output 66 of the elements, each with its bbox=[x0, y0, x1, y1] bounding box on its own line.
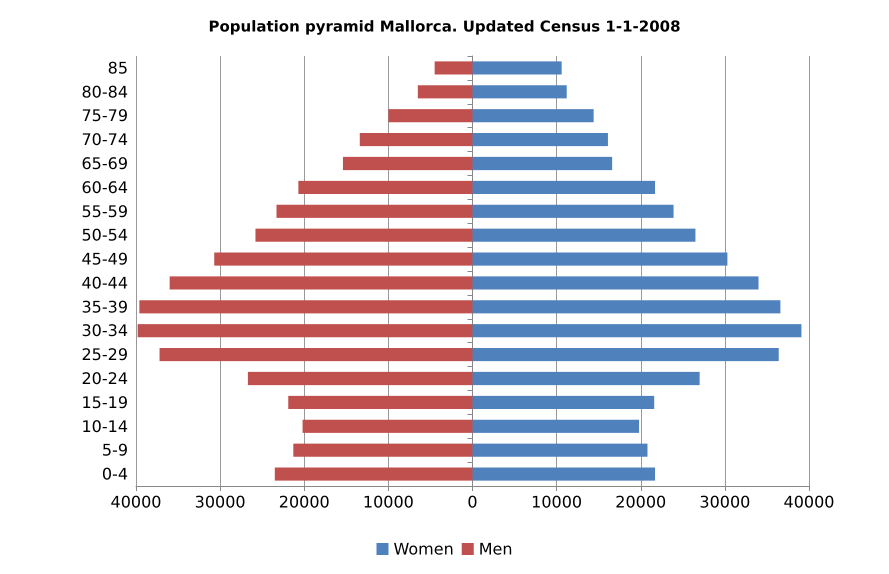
legend-label: Men bbox=[478, 540, 513, 558]
x-tick-label: 20000 bbox=[278, 492, 330, 512]
chart-title: Population pyramid Mallorca. Updated Census 1-1-2008 bbox=[208, 18, 681, 36]
y-tick-label: 45-49 bbox=[82, 250, 128, 269]
y-tick-label: 15-19 bbox=[82, 392, 128, 412]
bar bbox=[342, 156, 472, 170]
bar bbox=[170, 276, 472, 290]
bar bbox=[276, 204, 472, 218]
bar bbox=[472, 324, 802, 338]
y-tick-label: 60-64 bbox=[82, 178, 128, 197]
x-tick-label: 10000 bbox=[531, 492, 582, 512]
bar bbox=[274, 467, 472, 481]
bar bbox=[472, 348, 779, 362]
bar bbox=[214, 252, 472, 266]
bar bbox=[288, 396, 472, 409]
x-tick-label: 30000 bbox=[699, 492, 750, 512]
x-tick-label: 40000 bbox=[110, 492, 162, 512]
bar bbox=[298, 180, 472, 194]
y-tick-label: 30-34 bbox=[82, 321, 128, 340]
bar bbox=[472, 180, 656, 194]
bar bbox=[472, 276, 759, 290]
bar bbox=[139, 300, 472, 314]
bar bbox=[472, 420, 640, 433]
y-tick-label: 75-79 bbox=[82, 106, 128, 126]
y-tick-label: 55-59 bbox=[82, 202, 128, 221]
bar bbox=[302, 420, 472, 433]
bar bbox=[248, 372, 472, 386]
bar bbox=[434, 61, 472, 75]
bar bbox=[388, 109, 472, 122]
y-tick-label: 70-74 bbox=[82, 130, 128, 150]
bar bbox=[160, 348, 472, 362]
x-tick-label: 40000 bbox=[784, 492, 834, 512]
bar bbox=[472, 204, 674, 218]
bar bbox=[472, 372, 700, 386]
bar bbox=[472, 109, 594, 122]
x-tick-label: 20000 bbox=[615, 492, 666, 512]
bar bbox=[472, 300, 780, 314]
y-tick-label: 80-84 bbox=[82, 82, 128, 102]
bar bbox=[472, 156, 612, 170]
y-tick-label: 35-39 bbox=[82, 297, 128, 316]
y-tick-label: 20-24 bbox=[82, 369, 128, 388]
x-tick-label: 30000 bbox=[194, 492, 246, 512]
y-tick-label: 5-9 bbox=[102, 440, 128, 460]
legend-label: Women bbox=[393, 540, 454, 558]
x-tick-label: 10000 bbox=[362, 492, 414, 512]
y-tick-label: 85 bbox=[108, 58, 128, 78]
bar bbox=[360, 133, 472, 146]
bar bbox=[472, 228, 696, 242]
bar bbox=[255, 228, 472, 242]
bar bbox=[472, 252, 728, 266]
bar bbox=[472, 133, 608, 146]
bar bbox=[472, 85, 567, 98]
y-tick-label: 50-54 bbox=[82, 226, 128, 245]
bar bbox=[418, 85, 472, 98]
bar bbox=[472, 467, 656, 481]
y-tick-label: 25-29 bbox=[82, 345, 128, 364]
bar bbox=[293, 444, 472, 457]
bar bbox=[472, 396, 654, 409]
y-tick-label: 10-14 bbox=[82, 416, 128, 436]
y-tick-label: 0-4 bbox=[102, 464, 128, 484]
bar bbox=[138, 324, 472, 338]
y-tick-label: 40-44 bbox=[82, 273, 128, 292]
y-tick-label: 65-69 bbox=[82, 154, 128, 173]
bar bbox=[472, 61, 562, 75]
x-tick-label: 0 bbox=[467, 492, 478, 512]
bar bbox=[472, 444, 648, 457]
